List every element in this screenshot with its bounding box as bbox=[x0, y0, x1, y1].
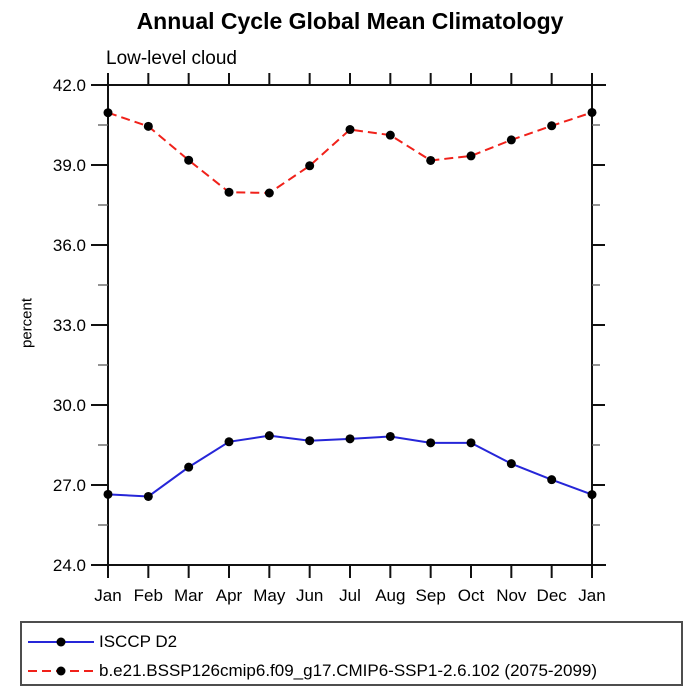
x-tick-label: May bbox=[253, 586, 286, 605]
chart-title: Annual Cycle Global Mean Climatology bbox=[136, 8, 564, 34]
y-tick-label: 39.0 bbox=[53, 156, 86, 175]
data-point bbox=[224, 437, 234, 447]
legend-item: ISCCP D2 bbox=[27, 627, 681, 656]
chart-subtitle: Low-level cloud bbox=[106, 48, 237, 69]
y-tick-label: 36.0 bbox=[53, 236, 86, 255]
data-point bbox=[345, 434, 355, 444]
data-point bbox=[103, 489, 113, 499]
data-point bbox=[264, 431, 274, 441]
legend-line-sample-solid bbox=[28, 637, 94, 646]
data-point bbox=[184, 462, 194, 472]
legend-label: b.e21.BSSP126cmip6.f09_g17.CMIP6-SSP1-2.… bbox=[99, 660, 598, 680]
data-point bbox=[143, 121, 153, 131]
data-point bbox=[224, 187, 234, 197]
data-point bbox=[184, 155, 194, 165]
legend-marker-icon bbox=[56, 666, 66, 675]
data-point bbox=[426, 438, 436, 448]
x-tick-label: Jan bbox=[578, 586, 605, 605]
legend-line-sample-dashed bbox=[28, 666, 94, 675]
x-tick-label: Mar bbox=[174, 586, 204, 605]
y-tick-label: 33.0 bbox=[53, 316, 86, 335]
data-point bbox=[547, 475, 557, 485]
x-tick-label: Dec bbox=[537, 586, 568, 605]
data-point bbox=[143, 491, 153, 501]
x-tick-label: Nov bbox=[496, 586, 527, 605]
data-point bbox=[466, 438, 476, 448]
data-point bbox=[103, 108, 113, 118]
series-line-1 bbox=[107, 111, 593, 195]
data-point bbox=[587, 107, 597, 117]
x-tick-label: Oct bbox=[458, 586, 485, 605]
data-point bbox=[587, 490, 597, 500]
x-tick-label: Apr bbox=[216, 586, 243, 605]
data-point bbox=[305, 161, 315, 171]
series-line-0 bbox=[107, 434, 593, 498]
legend-item: b.e21.BSSP126cmip6.f09_g17.CMIP6-SSP1-2.… bbox=[27, 656, 681, 685]
legend: ISCCP D2 b.e21.BSSP126cmip6.f09_g17.CMIP… bbox=[20, 621, 683, 686]
data-point bbox=[547, 121, 557, 131]
x-tick-label: Jan bbox=[94, 586, 121, 605]
y-tick-label: 42.0 bbox=[53, 76, 86, 95]
data-point bbox=[345, 125, 355, 135]
x-tick-label: Jul bbox=[339, 586, 361, 605]
data-point bbox=[506, 459, 516, 469]
x-tick-label: Aug bbox=[375, 586, 405, 605]
data-point bbox=[506, 135, 516, 145]
data-point bbox=[466, 151, 476, 161]
x-tick-label: Feb bbox=[134, 586, 163, 605]
data-point bbox=[426, 155, 436, 165]
y-tick-label: 24.0 bbox=[53, 556, 86, 575]
data-point bbox=[264, 188, 274, 198]
legend-marker-icon bbox=[56, 637, 66, 646]
x-tick-label: Jun bbox=[296, 586, 323, 605]
data-point bbox=[305, 436, 315, 446]
y-tick-label: 30.0 bbox=[53, 396, 86, 415]
legend-label: ISCCP D2 bbox=[99, 631, 178, 651]
x-tick-label: Sep bbox=[416, 586, 446, 605]
data-point bbox=[385, 130, 395, 140]
y-tick-label: 27.0 bbox=[53, 476, 86, 495]
data-point bbox=[385, 431, 395, 441]
